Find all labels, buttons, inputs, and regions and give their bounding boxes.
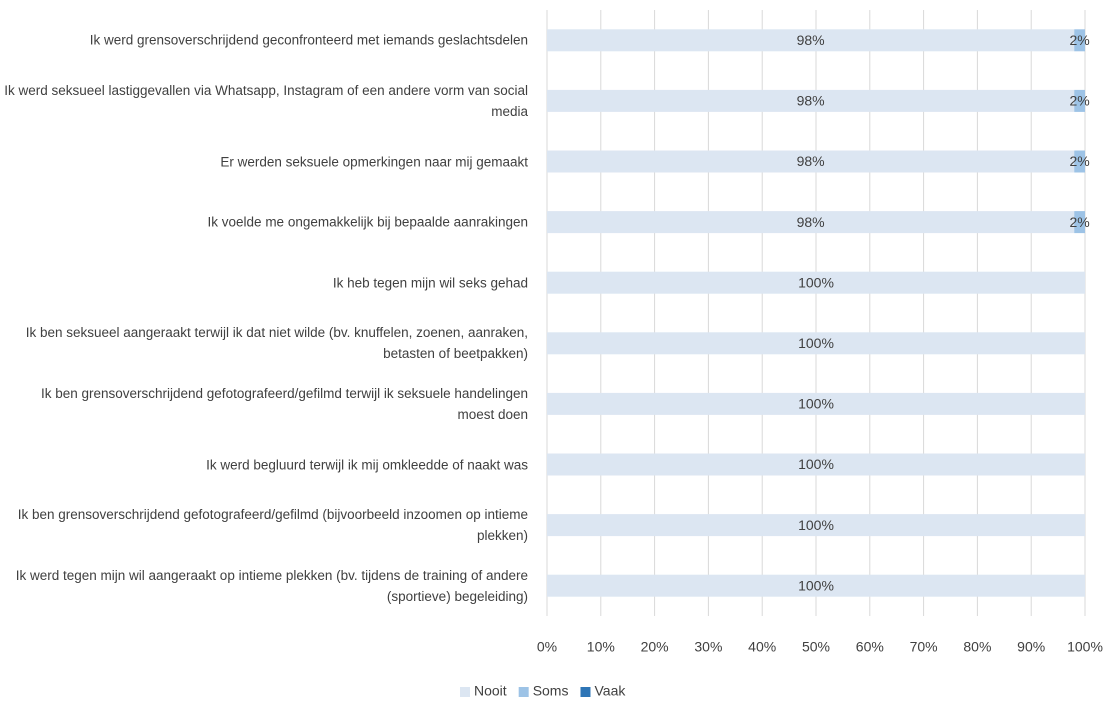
data-label: 100% xyxy=(798,274,834,290)
x-tick-label: 0% xyxy=(537,639,557,655)
x-tick-label: 100% xyxy=(1067,639,1103,655)
bar-segment xyxy=(547,332,1085,355)
legend-label: Soms xyxy=(533,683,569,699)
y-tick-label: Ik ben seksueel aangeraakt terwijl ik da… xyxy=(25,325,528,362)
y-tick-label: Ik werd seksueel lastiggevallen via What… xyxy=(4,82,528,119)
data-label: 2% xyxy=(1070,153,1090,169)
data-label: 100% xyxy=(798,517,834,533)
data-label: 100% xyxy=(798,456,834,472)
bar-segment xyxy=(547,514,1085,537)
x-tick-label: 10% xyxy=(587,639,615,655)
x-tick-label: 40% xyxy=(748,639,776,655)
data-label: 2% xyxy=(1070,32,1090,48)
bar-segment xyxy=(1074,211,1085,234)
bar-segment xyxy=(547,271,1085,294)
data-label: 100% xyxy=(798,577,834,593)
legend-swatch xyxy=(460,687,470,697)
y-tick-label: Ik voelde me ongemakkelijk bij bepaalde … xyxy=(207,214,528,230)
bar-segment xyxy=(547,29,1075,52)
bar-segment xyxy=(547,211,1075,234)
x-tick-label: 50% xyxy=(802,639,830,655)
y-tick-label: Ik werd tegen mijn wil aangeraakt op int… xyxy=(15,567,528,604)
legend-label: Vaak xyxy=(594,683,626,699)
bar-segment xyxy=(1074,150,1085,173)
x-tick-label: 60% xyxy=(856,639,884,655)
y-tick-label: Ik heb tegen mijn wil seks gehad xyxy=(332,275,528,291)
x-tick-label: 30% xyxy=(694,639,722,655)
bar-segment xyxy=(1074,29,1085,52)
data-label: 98% xyxy=(797,153,825,169)
data-label: 98% xyxy=(797,32,825,48)
bar-segment xyxy=(547,150,1075,173)
data-label: 98% xyxy=(797,93,825,109)
x-tick-label: 80% xyxy=(963,639,991,655)
y-tick-label: Ik werd grensoverschrijdend geconfrontee… xyxy=(89,32,528,48)
bar-segment xyxy=(547,574,1085,597)
data-label: 100% xyxy=(798,335,834,351)
x-tick-label: 90% xyxy=(1017,639,1045,655)
data-label: 100% xyxy=(798,396,834,412)
y-tick-label: Ik ben grensoverschrijdend gefotografeer… xyxy=(17,507,528,544)
data-label: 2% xyxy=(1070,214,1090,230)
data-label: 98% xyxy=(797,214,825,230)
y-tick-label: Ik werd begluurd terwijl ik mij omkleedd… xyxy=(206,457,528,472)
legend-swatch xyxy=(518,687,529,697)
bar-segment xyxy=(547,453,1085,476)
x-tick-label: 70% xyxy=(910,639,938,655)
bar-segment xyxy=(547,89,1075,112)
y-tick-label: Er werden seksuele opmerkingen naar mij … xyxy=(220,154,528,169)
legend-label: Nooit xyxy=(474,683,507,699)
x-tick-label: 20% xyxy=(641,639,669,655)
bar-segment xyxy=(1074,89,1085,112)
y-tick-label: Ik ben grensoverschrijdend gefotografeer… xyxy=(40,385,528,422)
bar-segment xyxy=(547,392,1085,415)
legend-swatch xyxy=(580,687,591,697)
data-label: 2% xyxy=(1070,93,1090,109)
